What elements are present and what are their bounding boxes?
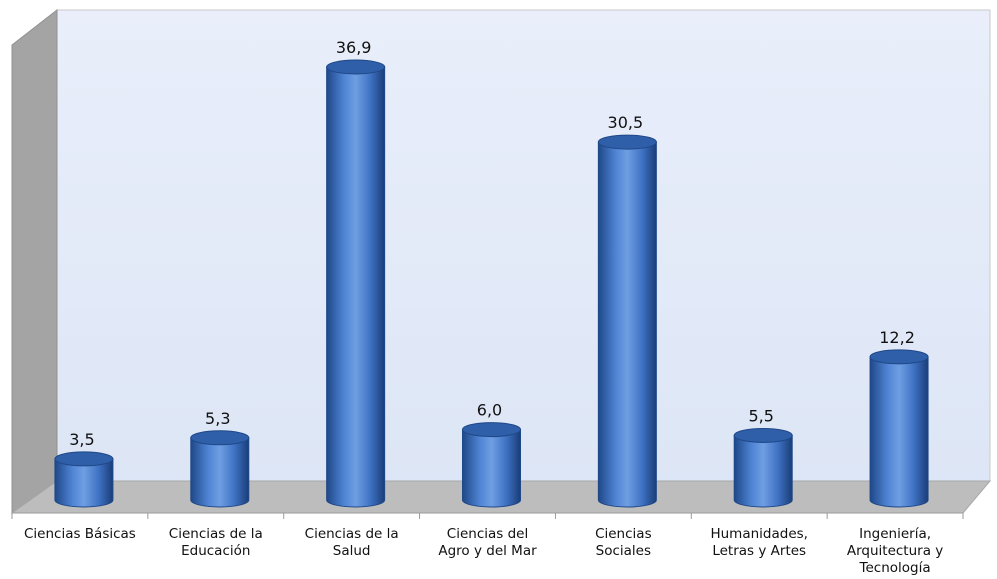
data-label: 12,2 (879, 328, 915, 347)
bars-group (54, 59, 929, 508)
chart-side-wall (11, 8, 58, 514)
x-tick-label: Ciencias Básicas (24, 526, 136, 542)
bar-body (597, 141, 657, 508)
x-tick-label: Ciencias de la (169, 526, 263, 542)
bar (733, 427, 793, 508)
data-label: 5,5 (748, 406, 773, 425)
bar-top-cap (54, 451, 114, 467)
bar-body (733, 434, 793, 508)
category-labels-group: Ciencias Básicas Ciencias de laEducaciónC… (24, 526, 943, 576)
bar-top-cap (869, 349, 929, 365)
bar-top-cap (326, 59, 386, 75)
bar-body (54, 458, 114, 508)
x-tick-label: Ciencias del (447, 526, 528, 542)
bar (54, 451, 114, 508)
x-tick-label: Educación (181, 543, 250, 559)
bar-top-cap (190, 430, 250, 446)
x-tick-label: Ciencias (595, 526, 652, 542)
data-label: 30,5 (608, 113, 644, 132)
x-tick-label: Humanidades, (710, 526, 807, 542)
x-tick-label: Agro y del Mar (438, 543, 537, 559)
chart-back-wall (56, 9, 991, 482)
data-label: 3,5 (69, 430, 94, 449)
x-tick-label: Letras y Artes (712, 543, 806, 559)
x-tick-label: Tecnología (859, 560, 931, 576)
bar (597, 134, 657, 508)
bar-body (326, 66, 386, 508)
x-tick-label: Sociales (596, 543, 651, 559)
data-label: 36,9 (336, 38, 372, 57)
x-axis-ticks (11, 513, 964, 519)
bar-body (869, 356, 929, 508)
bar-body (462, 429, 521, 508)
bar-top-cap (597, 134, 657, 150)
x-tick-label: Ciencias de la (305, 526, 399, 542)
data-label: 6,0 (477, 401, 502, 420)
x-tick-label: Salud (333, 543, 371, 559)
bar (462, 422, 521, 508)
x-tick-label: Ingeniería, (859, 526, 931, 542)
value-labels-group: 3,5 5,3 36,9 6,0 30,5 5,5 12,2 (69, 38, 915, 449)
bar (869, 349, 929, 508)
bar (326, 59, 386, 508)
bar-top-cap (462, 422, 521, 438)
bar (190, 430, 250, 508)
bar-top-cap (733, 427, 793, 443)
x-tick-label: Arquitectura y (847, 543, 943, 559)
bar-body (190, 437, 250, 508)
data-label: 5,3 (205, 409, 230, 428)
